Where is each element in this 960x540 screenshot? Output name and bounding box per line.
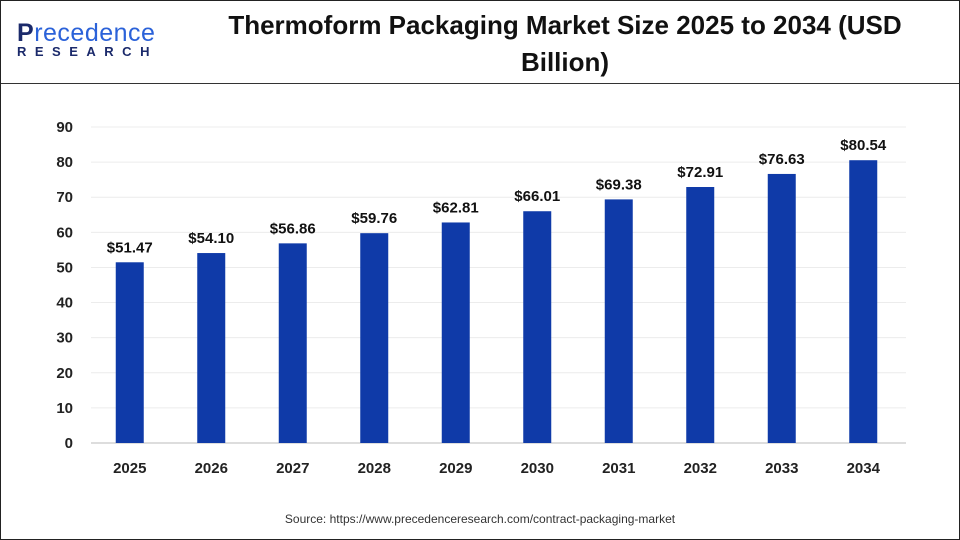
bar-2034 — [849, 160, 878, 443]
logo-text-top: Precedence — [17, 19, 156, 47]
x-tick-label: 2026 — [195, 460, 228, 477]
chart-title: Thermoform Packaging Market Size 2025 to… — [228, 10, 902, 77]
x-tick-label: 2030 — [521, 460, 554, 477]
x-tick-label: 2033 — [765, 460, 798, 477]
bar-2030 — [523, 211, 552, 443]
source-note: Source: https://www.precedenceresearch.c… — [284, 512, 676, 526]
y-tick-label: 10 — [56, 400, 73, 417]
data-label: $54.10 — [188, 230, 234, 247]
x-tick-label: 2031 — [602, 460, 635, 477]
y-tick-label: 30 — [56, 330, 73, 347]
bar-2033 — [767, 173, 796, 444]
y-tick-label: 40 — [56, 295, 73, 312]
data-label: $72.91 — [677, 164, 723, 181]
bar-2026 — [197, 253, 226, 443]
bar-2027 — [278, 243, 307, 443]
data-label: $80.54 — [840, 137, 887, 154]
y-tick-label: 70 — [56, 189, 73, 206]
data-label: $59.76 — [351, 210, 397, 227]
header: Precedence RESEARCH Thermoform Packaging… — [1, 1, 959, 84]
y-tick-label: 80 — [56, 154, 73, 171]
y-tick-label: 90 — [56, 119, 73, 136]
y-tick-label: 20 — [56, 365, 73, 382]
bar-2032 — [686, 187, 715, 443]
precedence-research-logo: Precedence RESEARCH — [17, 19, 158, 59]
logo-text-bottom: RESEARCH — [17, 44, 158, 59]
x-tick-label: 2027 — [276, 460, 309, 477]
data-label: $69.38 — [596, 176, 642, 193]
bar-2029 — [441, 222, 470, 443]
y-tick-label: 60 — [56, 224, 73, 241]
data-label: $51.47 — [107, 239, 153, 256]
data-label: $76.63 — [759, 151, 805, 168]
data-label: $56.86 — [270, 220, 316, 237]
bar-2028 — [360, 233, 389, 443]
bar-2031 — [604, 199, 633, 443]
x-tick-label: 2028 — [358, 460, 391, 477]
y-tick-label: 0 — [65, 435, 73, 452]
y-tick-label: 50 — [56, 259, 73, 276]
x-tick-label: 2029 — [439, 460, 472, 477]
x-tick-label: 2025 — [113, 460, 146, 477]
bar-2025 — [115, 262, 144, 443]
x-tick-label: 2032 — [684, 460, 717, 477]
data-label: $66.01 — [514, 188, 560, 205]
x-tick-label: 2034 — [847, 460, 881, 477]
data-label: $62.81 — [433, 199, 479, 216]
